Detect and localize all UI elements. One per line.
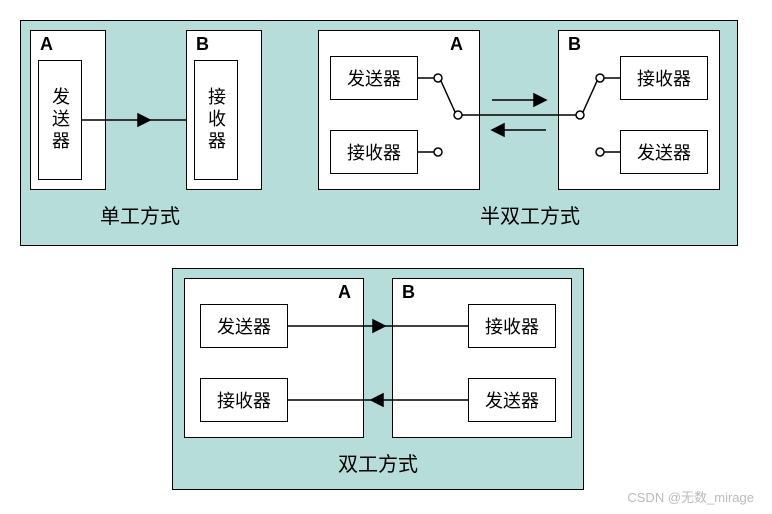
halfduplex-label-b: B [568, 34, 581, 55]
fullduplex-caption: 双工方式 [338, 448, 418, 477]
halfduplex-label-a: A [450, 34, 463, 55]
halfduplex-caption: 半双工方式 [480, 200, 580, 229]
fullduplex-label-b: B [402, 282, 415, 303]
fullduplex-label-a: A [338, 282, 351, 303]
halfduplex-a-receiver: 接收器 [330, 130, 418, 174]
fullduplex-b-sender: 发送器 [468, 378, 556, 422]
halfduplex-b-sender: 发送器 [620, 130, 708, 174]
simplex-label-b: B [196, 34, 209, 55]
fullduplex-a-sender: 发送器 [200, 304, 288, 348]
simplex-receiver-box: 接收器 [194, 60, 238, 180]
fullduplex-a-receiver: 接收器 [200, 378, 288, 422]
halfduplex-b-receiver: 接收器 [620, 56, 708, 100]
watermark-text: CSDN @无数_mirage [627, 487, 754, 506]
simplex-caption: 单工方式 [100, 200, 180, 229]
simplex-sender-box: 发送器 [38, 60, 82, 180]
simplex-label-a: A [40, 34, 53, 55]
halfduplex-a-sender: 发送器 [330, 56, 418, 100]
fullduplex-b-receiver: 接收器 [468, 304, 556, 348]
